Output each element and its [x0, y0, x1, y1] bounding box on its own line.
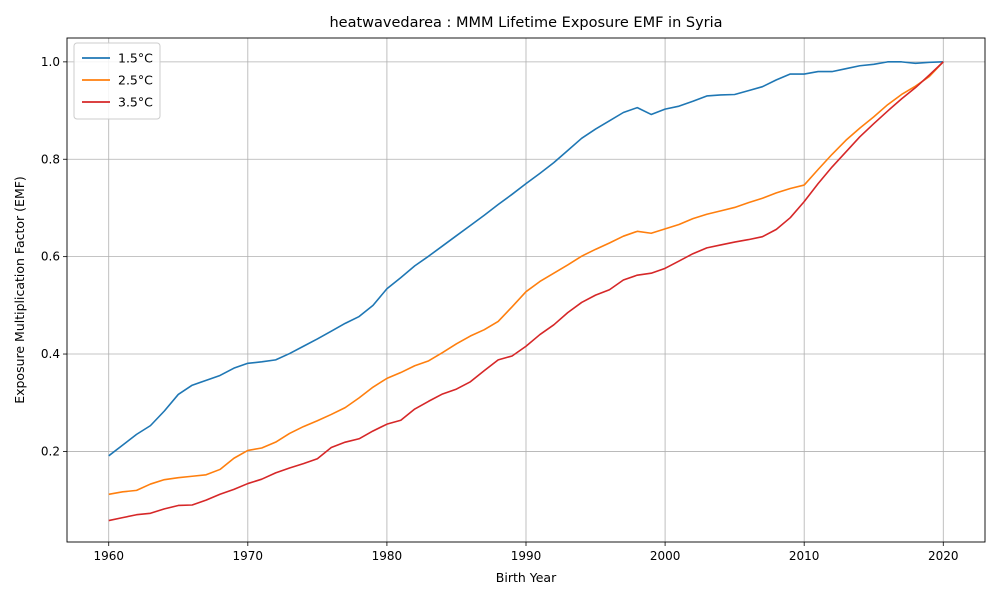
x-tick-label: 1960 — [93, 549, 124, 563]
legend-label-1: 1.5°C — [118, 51, 153, 66]
x-tick-label: 2020 — [928, 549, 959, 563]
y-tick-label: 0.4 — [41, 347, 60, 361]
y-axis-label: Exposure Multiplication Factor (EMF) — [12, 176, 27, 404]
y-tick-label: 0.8 — [41, 152, 60, 166]
ticks: 1960 1970 1980 1990 2000 2010 2020 0.2 0.4 0.6 0.8… — [41, 55, 959, 563]
x-tick-label: 1990 — [511, 549, 542, 563]
series-line-1 — [108, 61, 944, 457]
y-tick-label: 0.2 — [41, 444, 60, 458]
x-tick-label: 1970 — [233, 549, 264, 563]
legend: 1.5°C 2.5°C 3.5°C — [73, 42, 161, 120]
legend-entries: 1.5°C 2.5°C 3.5°C — [82, 51, 153, 110]
y-tick-label: 1.0 — [41, 55, 60, 69]
legend-box — [73, 42, 161, 120]
chart-title: heatwavedarea : MMM Lifetime Exposure EM… — [329, 15, 722, 31]
x-axis-label: Birth Year — [496, 570, 557, 585]
legend-label-2: 2.5°C — [118, 73, 153, 88]
series-line-3 — [108, 61, 944, 522]
series-lines — [108, 61, 944, 522]
x-tick-label: 2010 — [789, 549, 820, 563]
legend-label-3: 3.5°C — [118, 95, 153, 110]
x-tick-label: 2000 — [650, 549, 681, 563]
series-line-2 — [108, 61, 944, 496]
y-tick-label: 0.6 — [41, 250, 60, 264]
x-tick-label: 1980 — [372, 549, 403, 563]
